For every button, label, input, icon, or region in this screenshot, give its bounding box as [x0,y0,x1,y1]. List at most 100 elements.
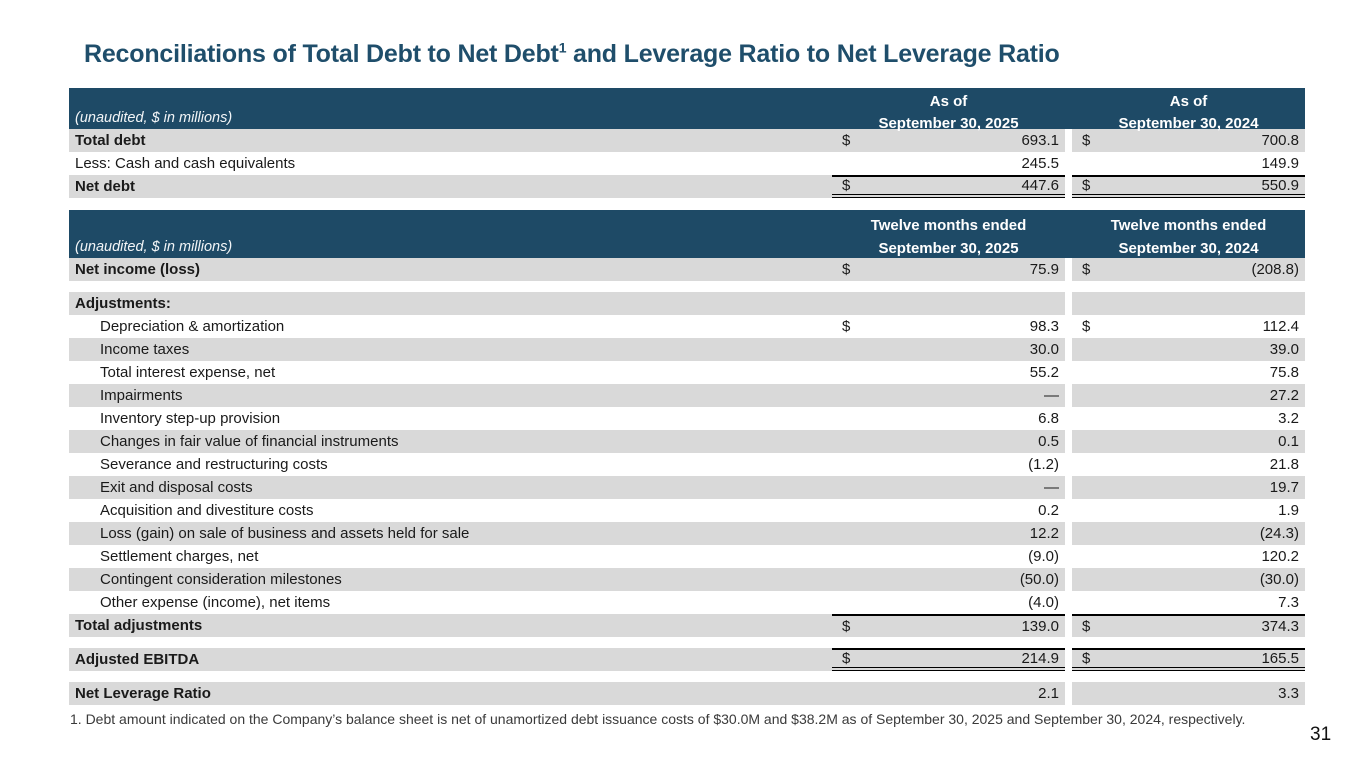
row-amount: 2.1 [1038,685,1059,702]
dollar-sign: $ [1082,177,1091,194]
row-value-2024: $ 374.3 [1072,614,1305,637]
column-gap [1065,682,1072,705]
table-row: Total debt $ 693.1 $ 700.8 [69,129,1305,152]
row-label: Impairments [69,384,832,407]
row-value-2025: 12.2 [832,522,1065,545]
row-amount: 214.9 [1021,650,1059,667]
row-amount: 98.3 [1029,318,1059,335]
column-gap [1065,614,1072,637]
table-row: Acquisition and divestiture costs 0.2 1.… [69,499,1305,522]
row-amount: 245.5 [1021,155,1059,172]
row-value-2024: 21.8 [1072,453,1305,476]
column-header-line2: September 30, 2024 [1118,240,1259,257]
row-spacer [69,281,1305,292]
table-row: Other expense (income), net items (4.0) … [69,591,1305,614]
column-gap [1065,88,1072,129]
dollar-sign: $ [842,261,851,278]
row-amount: 700.8 [1261,132,1299,149]
dollar-sign: $ [1082,132,1091,149]
column-header-line2: September 30, 2025 [878,240,1019,257]
column-gap [1065,384,1072,407]
row-value-2025: $ 75.9 [832,258,1065,281]
row-amount: 139.0 [1021,618,1059,635]
row-label: Severance and restructuring costs [69,453,832,476]
row-value-2025: $ 98.3 [832,315,1065,338]
row-value-2024: 120.2 [1072,545,1305,568]
row-amount: 0.1 [1278,433,1299,450]
column-gap [1065,648,1072,671]
row-spacer [69,671,1305,682]
row-amount: 12.2 [1029,525,1059,542]
row-label: Less: Cash and cash equivalents [69,152,832,175]
column-gap [1065,568,1072,591]
table-row: Contingent consideration milestones (50.… [69,568,1305,591]
row-amount: 165.5 [1261,650,1299,667]
row-value-2024: $ 700.8 [1072,129,1305,152]
unaudited-label: (unaudited, $ in millions) [75,110,233,126]
row-value-2024: $ 165.5 [1072,648,1305,671]
table-row: Adjusted EBITDA $ 214.9 $ 165.5 [69,648,1305,671]
column-gap [1065,522,1072,545]
table-row: Total interest expense, net 55.2 75.8 [69,361,1305,384]
net-debt-table: (unaudited, $ in millions) As of Septemb… [69,88,1305,198]
row-amount: 39.0 [1269,341,1299,358]
column-gap [1065,210,1072,258]
row-value-2024: 7.3 [1072,591,1305,614]
table-row: Depreciation & amortization $ 98.3 $ 112… [69,315,1305,338]
row-amount: 21.8 [1269,456,1299,473]
column-gap [1065,152,1072,175]
row-amount: — [1044,479,1059,496]
row-label: Net income (loss) [69,258,832,281]
dollar-sign: $ [1082,318,1091,335]
table-header-label-cell: (unaudited, $ in millions) [69,210,832,258]
row-value-2024: 39.0 [1072,338,1305,361]
row-amount: 550.9 [1261,177,1299,194]
row-label: Contingent consideration milestones [69,568,832,591]
column-header-line1: Twelve months ended [870,217,1027,234]
column-header-line1: As of [1169,93,1208,110]
row-amount: 3.3 [1278,685,1299,702]
row-amount: 693.1 [1021,132,1059,149]
table-row: Changes in fair value of financial instr… [69,430,1305,453]
table-row: Net Leverage Ratio 2.1 3.3 [69,682,1305,705]
column-gap [1065,361,1072,384]
row-label: Adjusted EBITDA [69,648,832,671]
row-value-2025: $ 214.9 [832,648,1065,671]
row-label: Income taxes [69,338,832,361]
table-header-label-cell: (unaudited, $ in millions) [69,88,832,129]
row-value-2025: $ 139.0 [832,614,1065,637]
row-amount: (1.2) [1028,456,1059,473]
column-header-2025: Twelve months ended September 30, 2025 [832,210,1065,258]
row-amount: 6.8 [1038,410,1059,427]
row-value-2024: 3.3 [1072,682,1305,705]
row-label: Acquisition and divestiture costs [69,499,832,522]
table-row: Loss (gain) on sale of business and asse… [69,522,1305,545]
page-number: 31 [1310,724,1332,745]
table-row: Less: Cash and cash equivalents 245.5 14… [69,152,1305,175]
row-value-2024: 19.7 [1072,476,1305,499]
row-value-2025: 2.1 [832,682,1065,705]
row-value-2025: (4.0) [832,591,1065,614]
row-amount: 374.3 [1261,618,1299,635]
column-header-line1: As of [929,93,968,110]
row-value-2024: (30.0) [1072,568,1305,591]
row-amount: (208.8) [1251,261,1299,278]
table-body: Total debt $ 693.1 $ 700.8 Less: Cash an… [69,129,1305,198]
table-row: Total adjustments $ 139.0 $ 374.3 [69,614,1305,637]
row-label: Settlement charges, net [69,545,832,568]
row-amount: (4.0) [1028,594,1059,611]
row-amount: 75.9 [1029,261,1059,278]
row-value-2024: 75.8 [1072,361,1305,384]
row-value-2025: (9.0) [832,545,1065,568]
row-amount: 112.4 [1262,318,1299,335]
row-label: Total adjustments [69,614,832,637]
row-value-2025 [832,292,1065,315]
row-label: Total interest expense, net [69,361,832,384]
row-value-2025: 0.5 [832,430,1065,453]
column-gap [1065,545,1072,568]
page-title-rest: and Leverage Ratio to Net Leverage Ratio [566,40,1060,68]
row-value-2025: $ 447.6 [832,175,1065,198]
row-label: Total debt [69,129,832,152]
row-value-2025: $ 693.1 [832,129,1065,152]
